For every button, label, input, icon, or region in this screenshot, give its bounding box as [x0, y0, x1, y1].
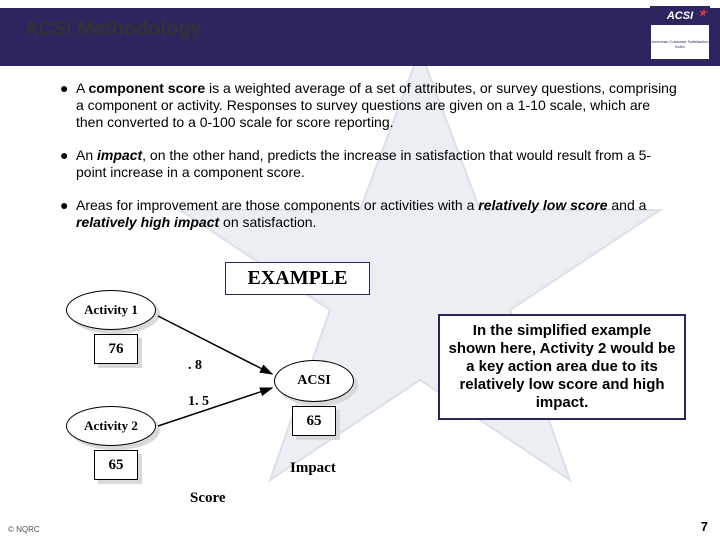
- acsi-logo: ACSI ★ American Customer Satisfaction In…: [650, 6, 710, 60]
- bullet-icon: ●: [60, 197, 76, 231]
- impact-label: Impact: [290, 460, 336, 477]
- banner-strip: [0, 42, 720, 66]
- logo-star-icon: ★: [698, 8, 707, 19]
- copyright: © NQRC: [8, 525, 40, 534]
- bullet-icon: ●: [60, 147, 76, 181]
- example-heading: EXAMPLE: [225, 262, 370, 295]
- page-title: ACSI Methodology: [24, 18, 202, 41]
- example-callout: In the simplified example shown here, Ac…: [438, 314, 686, 420]
- diagram-arrows: [40, 280, 420, 510]
- activity2-impact: 1. 5: [188, 394, 209, 410]
- bullet-item: ● A component score is a weighted averag…: [60, 80, 680, 131]
- bullet-item: ● Areas for improvement are those compon…: [60, 197, 680, 231]
- example-diagram: Activity 1 76 Activity 2 65 ACSI 65 . 8 …: [40, 280, 420, 510]
- bullet-text-1: A component score is a weighted average …: [76, 80, 680, 131]
- score-label: Score: [190, 490, 226, 507]
- logo-text: ACSI: [667, 10, 693, 22]
- bullet-text-2: An impact, on the other hand, predicts t…: [76, 147, 680, 181]
- logo-subtitle: American Customer Satisfaction Index: [651, 25, 709, 49]
- bullet-item: ● An impact, on the other hand, predicts…: [60, 147, 680, 181]
- activity1-impact: . 8: [188, 358, 202, 374]
- bullet-icon: ●: [60, 80, 76, 131]
- page-number: 7: [701, 519, 708, 534]
- bullet-text-3: Areas for improvement are those componen…: [76, 197, 680, 231]
- bullet-list: ● A component score is a weighted averag…: [60, 80, 680, 247]
